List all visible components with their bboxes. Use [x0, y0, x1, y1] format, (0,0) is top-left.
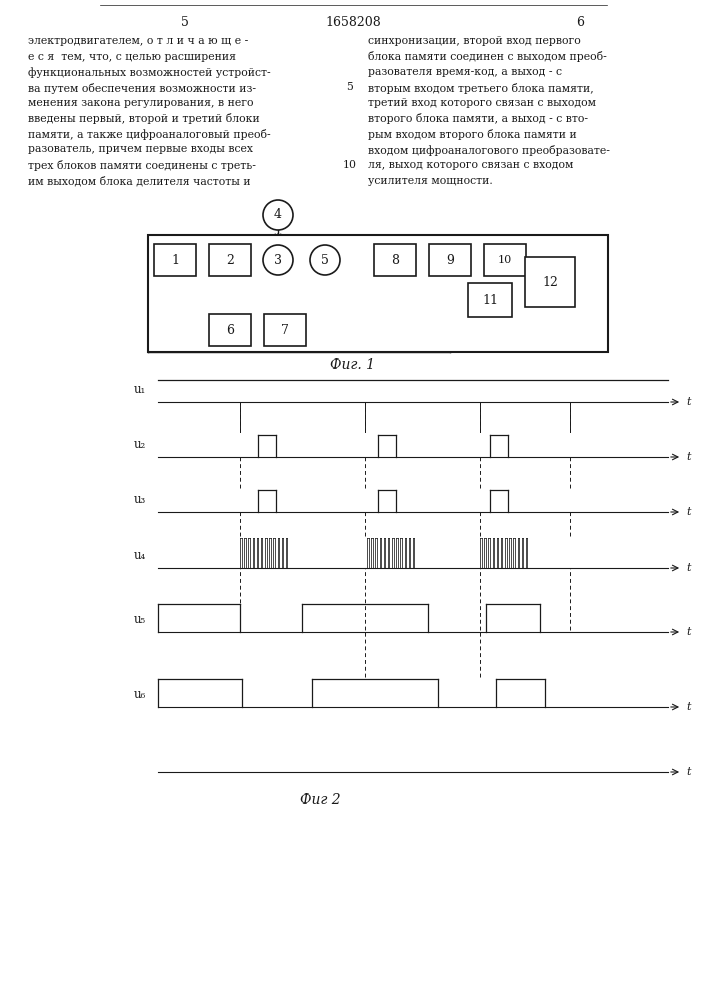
- Bar: [209, 244, 251, 276]
- Text: 5: 5: [346, 83, 354, 93]
- Text: разователя время-код, а выход - с: разователя время-код, а выход - с: [368, 67, 562, 77]
- Text: 3: 3: [274, 253, 282, 266]
- Text: u₆: u₆: [134, 688, 146, 701]
- Text: синхронизации, второй вход первого: синхронизации, второй вход первого: [368, 36, 580, 46]
- Text: разователь, причем первые входы всех: разователь, причем первые входы всех: [28, 144, 253, 154]
- Text: функциональных возможностей устройст-: функциональных возможностей устройст-: [28, 67, 271, 78]
- Bar: [264, 314, 306, 346]
- Text: 10: 10: [498, 255, 512, 265]
- Text: Фиг. 1: Фиг. 1: [330, 358, 375, 372]
- Bar: [429, 244, 471, 276]
- Text: вторым входом третьего блока памяти,: вторым входом третьего блока памяти,: [368, 83, 594, 94]
- Text: u₃: u₃: [134, 493, 146, 506]
- Circle shape: [310, 245, 340, 275]
- Text: 7: 7: [281, 324, 289, 336]
- Circle shape: [263, 245, 293, 275]
- Text: рым входом второго блока памяти и: рым входом второго блока памяти и: [368, 129, 577, 140]
- Text: е с я  тем, что, с целью расширения: е с я тем, что, с целью расширения: [28, 51, 236, 62]
- Text: t: t: [686, 507, 691, 517]
- Text: 12: 12: [542, 275, 558, 288]
- Text: u₂: u₂: [134, 438, 146, 451]
- Text: входом цифроаналогового преобразовате-: входом цифроаналогового преобразовате-: [368, 144, 610, 155]
- Text: u₅: u₅: [134, 613, 146, 626]
- Bar: [525, 257, 575, 307]
- Text: u₄: u₄: [134, 549, 146, 562]
- Text: трех блоков памяти соединены с треть-: трех блоков памяти соединены с треть-: [28, 160, 256, 171]
- Text: t: t: [686, 627, 691, 637]
- Bar: [484, 244, 526, 276]
- Text: 1: 1: [171, 253, 179, 266]
- Bar: [374, 244, 416, 276]
- Text: 6: 6: [226, 324, 234, 336]
- Text: им выходом блока делителя частоты и: им выходом блока делителя частоты и: [28, 176, 250, 186]
- Text: t: t: [686, 767, 691, 777]
- Text: Фиг 2: Фиг 2: [300, 793, 341, 807]
- Text: 8: 8: [391, 253, 399, 266]
- Text: электродвигателем, о т л и ч а ю щ е -: электродвигателем, о т л и ч а ю щ е -: [28, 36, 248, 46]
- Bar: [154, 244, 196, 276]
- Text: 4: 4: [274, 209, 282, 222]
- Text: t: t: [686, 397, 691, 407]
- Text: 10: 10: [343, 160, 357, 170]
- Text: второго блока памяти, а выход - с вто-: второго блока памяти, а выход - с вто-: [368, 113, 588, 124]
- Circle shape: [263, 200, 293, 230]
- Text: ва путем обеспечения возможности из-: ва путем обеспечения возможности из-: [28, 83, 256, 94]
- Text: ля, выход которого связан с входом: ля, выход которого связан с входом: [368, 160, 573, 170]
- Text: блока памяти соединен с выходом преоб-: блока памяти соединен с выходом преоб-: [368, 51, 607, 62]
- Text: t: t: [686, 563, 691, 573]
- Text: 9: 9: [446, 253, 454, 266]
- Text: 11: 11: [482, 294, 498, 306]
- Text: t: t: [686, 702, 691, 712]
- Text: 5: 5: [321, 253, 329, 266]
- Text: третий вход которого связан с выходом: третий вход которого связан с выходом: [368, 98, 596, 108]
- Text: памяти, а также цифроаналоговый преоб-: памяти, а также цифроаналоговый преоб-: [28, 129, 271, 140]
- Text: t: t: [686, 452, 691, 462]
- Text: 6: 6: [576, 15, 584, 28]
- Text: усилителя мощности.: усилителя мощности.: [368, 176, 493, 186]
- Text: 2: 2: [226, 253, 234, 266]
- Text: u₁: u₁: [134, 383, 146, 396]
- Text: введены первый, второй и третий блоки: введены первый, второй и третий блоки: [28, 113, 259, 124]
- Bar: [209, 314, 251, 346]
- Bar: [468, 283, 512, 317]
- Text: менения закона регулирования, в него: менения закона регулирования, в него: [28, 98, 254, 108]
- Text: 1658208: 1658208: [325, 15, 381, 28]
- Text: 5: 5: [181, 15, 189, 28]
- Bar: [148, 235, 608, 352]
